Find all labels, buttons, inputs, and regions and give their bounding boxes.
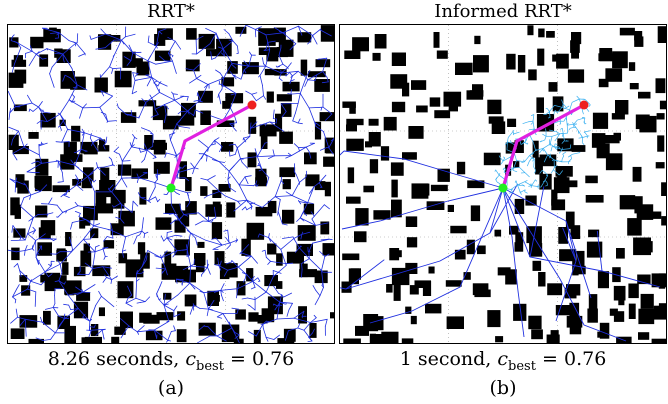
planning-map [339, 24, 667, 344]
subfigure-label: (a) [157, 377, 185, 399]
caption-time: 8.26 seconds, [47, 348, 186, 370]
panel-title: Informed RRT* [434, 1, 572, 22]
cost-symbol: c [185, 348, 197, 370]
obstacles [8, 25, 334, 343]
obstacles [341, 25, 666, 343]
panel-rrt-star: RRT* 8.26 seconds, cbest = 0.76 (a) [7, 0, 335, 404]
subfigure-label: (b) [489, 377, 517, 399]
planning-map-canvas [340, 25, 666, 343]
caption-time: 1 second, [399, 348, 498, 370]
start-marker [166, 183, 176, 193]
goal-marker [579, 100, 589, 110]
start-marker [498, 183, 508, 193]
cost-value: = 0.76 [542, 348, 607, 370]
timing-caption: 8.26 seconds, cbest = 0.76 [7, 347, 335, 379]
cost-subscript: best [196, 358, 224, 374]
search-tree [8, 25, 334, 343]
panel-title: RRT* [147, 1, 195, 22]
planning-map [7, 24, 335, 344]
planning-map-canvas [8, 25, 334, 343]
solution-path [169, 103, 254, 190]
goal-marker [247, 100, 257, 110]
panel-informed-rrt-star: Informed RRT* 1 second, cbest = 0.76 (b) [339, 0, 667, 404]
timing-caption: 1 second, cbest = 0.76 [339, 347, 667, 379]
search-tree [340, 150, 661, 342]
solution-path [501, 103, 586, 190]
cost-subscript: best [508, 358, 536, 374]
cost-symbol: c [497, 348, 509, 370]
cost-value: = 0.76 [230, 348, 295, 370]
